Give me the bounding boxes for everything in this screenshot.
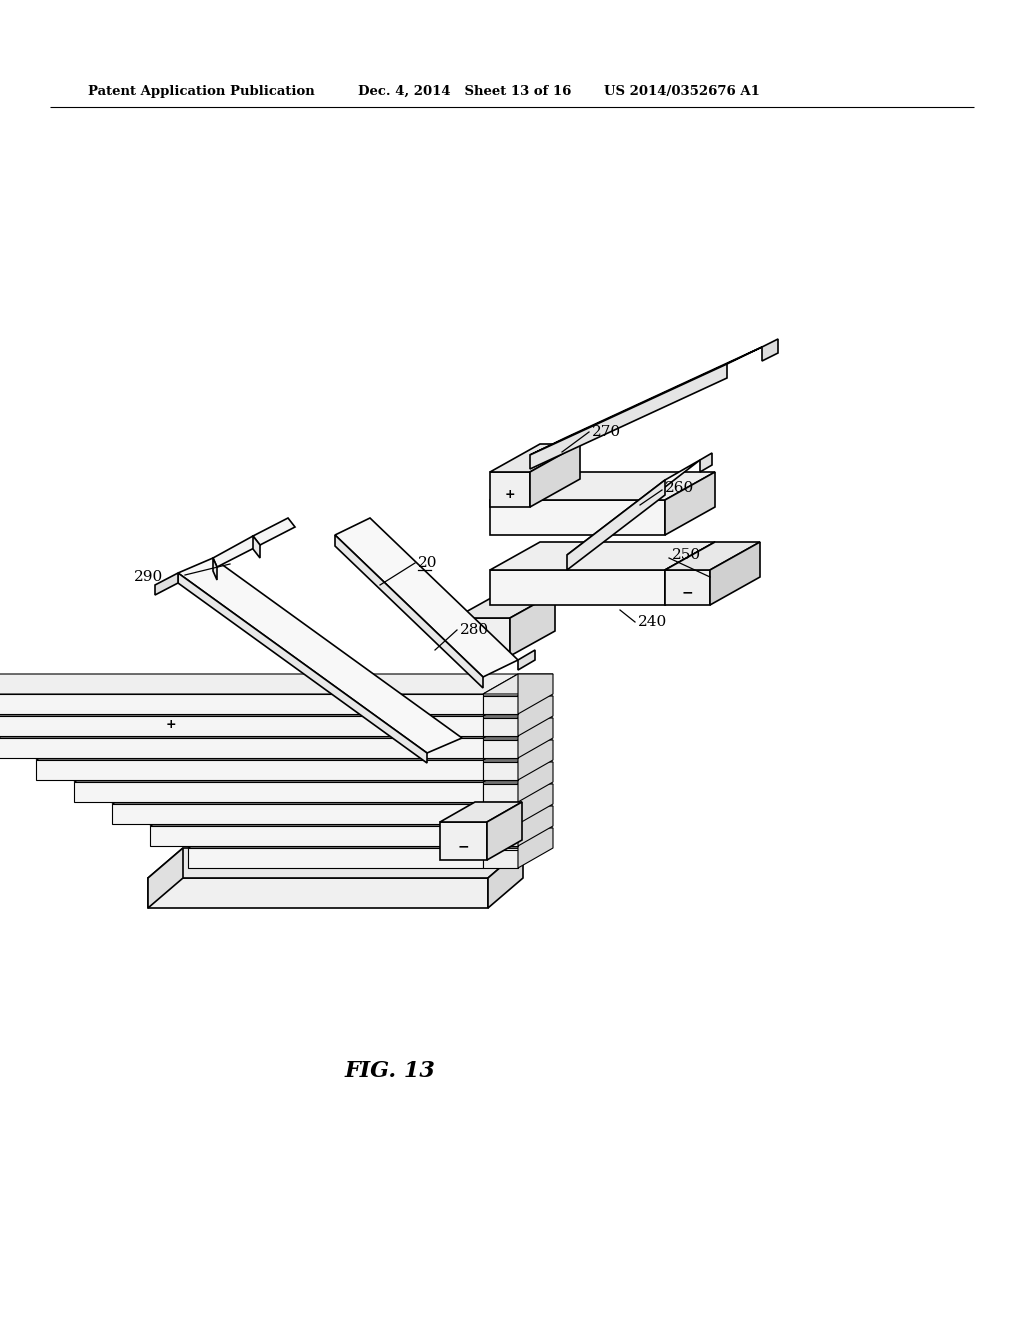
Polygon shape bbox=[518, 696, 553, 737]
Text: US 2014/0352676 A1: US 2014/0352676 A1 bbox=[604, 84, 760, 98]
Polygon shape bbox=[148, 847, 523, 878]
Polygon shape bbox=[483, 828, 518, 846]
Polygon shape bbox=[483, 718, 518, 737]
Polygon shape bbox=[112, 784, 518, 804]
Polygon shape bbox=[665, 473, 715, 535]
Polygon shape bbox=[178, 558, 462, 752]
Polygon shape bbox=[518, 807, 553, 846]
Polygon shape bbox=[530, 444, 580, 507]
Text: +: + bbox=[505, 487, 515, 500]
Polygon shape bbox=[112, 804, 483, 824]
Text: 290: 290 bbox=[134, 570, 163, 583]
Polygon shape bbox=[483, 675, 553, 694]
Polygon shape bbox=[483, 850, 518, 869]
Polygon shape bbox=[335, 517, 518, 677]
Polygon shape bbox=[148, 878, 488, 908]
Polygon shape bbox=[0, 694, 483, 714]
Polygon shape bbox=[440, 822, 487, 861]
Polygon shape bbox=[150, 826, 483, 846]
Polygon shape bbox=[253, 536, 260, 558]
Text: FIG. 13: FIG. 13 bbox=[344, 1060, 435, 1082]
Polygon shape bbox=[0, 715, 483, 737]
Polygon shape bbox=[0, 696, 518, 715]
Polygon shape bbox=[518, 675, 553, 714]
Text: 250: 250 bbox=[672, 548, 701, 562]
Polygon shape bbox=[0, 675, 518, 694]
Polygon shape bbox=[0, 718, 518, 738]
Polygon shape bbox=[36, 741, 518, 760]
Polygon shape bbox=[483, 784, 553, 804]
Text: 280: 280 bbox=[460, 623, 489, 638]
Text: 240: 240 bbox=[638, 615, 668, 630]
Text: 20: 20 bbox=[418, 556, 437, 570]
Polygon shape bbox=[530, 364, 727, 469]
Text: Dec. 4, 2014   Sheet 13 of 16: Dec. 4, 2014 Sheet 13 of 16 bbox=[358, 84, 571, 98]
Text: +: + bbox=[166, 718, 176, 730]
Polygon shape bbox=[0, 738, 483, 758]
Polygon shape bbox=[530, 347, 762, 455]
Polygon shape bbox=[483, 762, 518, 780]
Polygon shape bbox=[483, 762, 553, 781]
Polygon shape bbox=[483, 696, 518, 714]
Polygon shape bbox=[148, 847, 183, 908]
Polygon shape bbox=[335, 535, 483, 688]
Polygon shape bbox=[36, 760, 483, 780]
Polygon shape bbox=[518, 828, 553, 869]
Polygon shape bbox=[490, 570, 665, 605]
Polygon shape bbox=[213, 558, 217, 579]
Polygon shape bbox=[483, 696, 553, 715]
Text: 260: 260 bbox=[665, 480, 694, 495]
Polygon shape bbox=[440, 803, 522, 822]
Polygon shape bbox=[455, 593, 555, 618]
Polygon shape bbox=[148, 700, 195, 738]
Polygon shape bbox=[74, 781, 483, 803]
Polygon shape bbox=[483, 741, 518, 758]
Polygon shape bbox=[178, 573, 427, 763]
Polygon shape bbox=[483, 807, 518, 824]
Polygon shape bbox=[762, 339, 778, 360]
Polygon shape bbox=[518, 762, 553, 803]
Polygon shape bbox=[155, 573, 178, 595]
Polygon shape bbox=[455, 618, 510, 656]
Polygon shape bbox=[483, 807, 553, 826]
Polygon shape bbox=[490, 444, 580, 473]
Polygon shape bbox=[665, 570, 710, 605]
Polygon shape bbox=[483, 718, 553, 738]
Polygon shape bbox=[518, 741, 553, 780]
Polygon shape bbox=[483, 741, 553, 760]
Polygon shape bbox=[483, 784, 518, 803]
Polygon shape bbox=[490, 543, 715, 570]
Polygon shape bbox=[213, 536, 260, 568]
Polygon shape bbox=[567, 459, 700, 554]
Polygon shape bbox=[665, 543, 760, 570]
Polygon shape bbox=[195, 680, 230, 738]
Polygon shape bbox=[188, 847, 483, 869]
Text: 270: 270 bbox=[592, 425, 622, 440]
Polygon shape bbox=[253, 517, 295, 545]
Polygon shape bbox=[490, 473, 530, 507]
Polygon shape bbox=[150, 807, 518, 826]
Polygon shape bbox=[518, 718, 553, 758]
Polygon shape bbox=[700, 453, 712, 473]
Polygon shape bbox=[488, 847, 523, 908]
Text: −: − bbox=[457, 840, 469, 853]
Polygon shape bbox=[148, 680, 230, 700]
Polygon shape bbox=[518, 784, 553, 824]
Polygon shape bbox=[567, 480, 665, 570]
Polygon shape bbox=[483, 828, 553, 847]
Text: Patent Application Publication: Patent Application Publication bbox=[88, 84, 314, 98]
Polygon shape bbox=[510, 593, 555, 656]
Text: −: − bbox=[681, 585, 693, 599]
Polygon shape bbox=[710, 543, 760, 605]
Polygon shape bbox=[490, 500, 665, 535]
Polygon shape bbox=[188, 828, 518, 847]
Polygon shape bbox=[518, 649, 535, 671]
Polygon shape bbox=[665, 543, 715, 605]
Polygon shape bbox=[74, 762, 518, 781]
Polygon shape bbox=[490, 473, 715, 500]
Polygon shape bbox=[487, 803, 522, 861]
